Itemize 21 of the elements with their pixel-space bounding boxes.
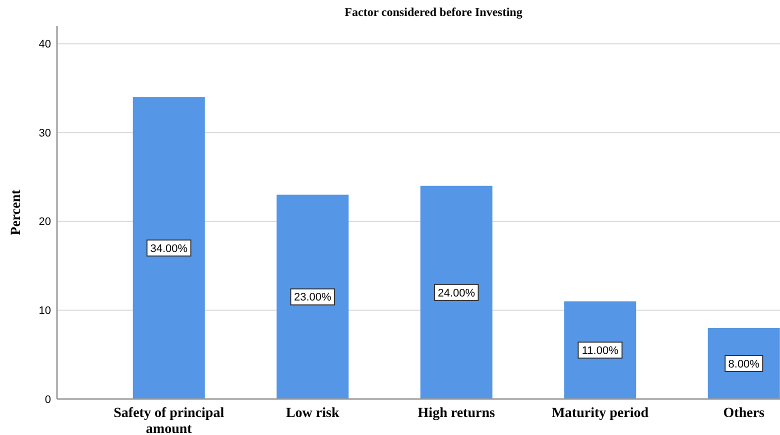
y-tick-label: 10 [38,305,51,318]
y-tick-label: 20 [38,216,51,228]
x-tick-label: Low risk [286,406,340,421]
chart-title: Factor considered before Investing [344,5,522,19]
data-label: 24.00% [438,287,476,300]
y-tick-label: 30 [38,127,51,140]
x-tick-label: High returns [418,406,496,421]
bar [132,97,205,399]
bar [420,186,492,399]
x-tick-label: Maturity period [552,406,649,421]
data-label: 8.00% [728,358,760,370]
data-label: 34.00% [150,242,188,255]
y-tick-label: 40 [38,38,51,51]
x-tick-label: Others [723,406,766,421]
data-label: 11.00% [582,345,619,358]
y-axis-title: Percent [9,189,24,236]
bar [276,194,349,399]
bar [564,301,636,399]
x-tick-label: Safety of principal amount [114,406,224,435]
y-tick-label: 0 [44,394,51,406]
data-label: 23.00% [294,292,332,304]
